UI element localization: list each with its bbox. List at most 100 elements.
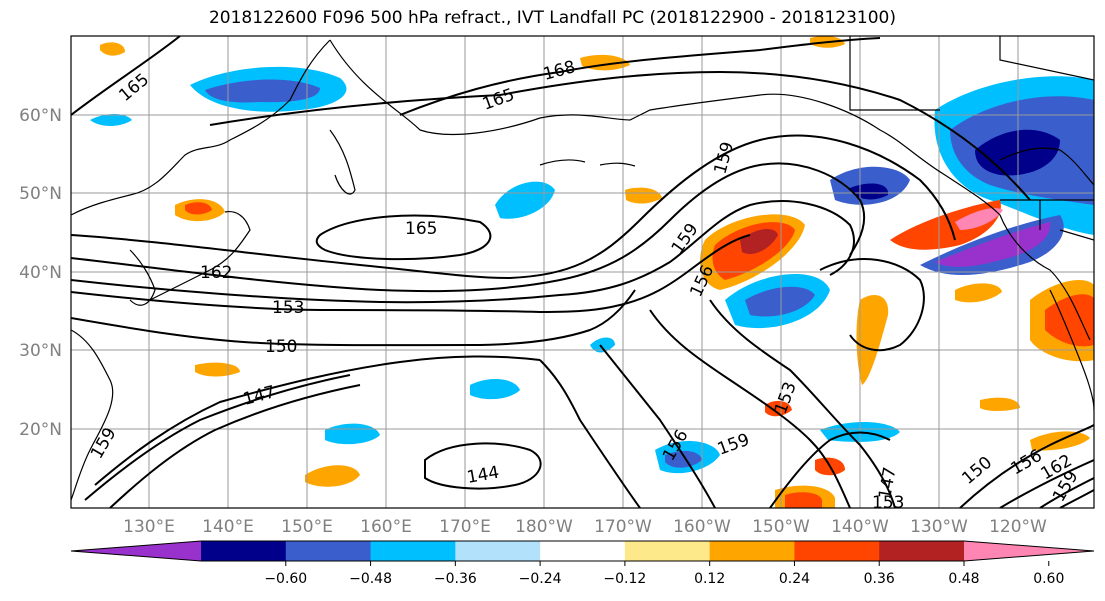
contour-s4 <box>709 299 896 508</box>
contour-label: 153 <box>872 493 904 513</box>
lat-label: 50°N <box>19 184 62 204</box>
contour-label: 168 <box>541 57 578 85</box>
contour-label: 147 <box>241 382 278 410</box>
shade-positive-south1 <box>305 465 360 487</box>
lat-tick-labels: 60°N 50°N 40°N 30°N 20°N <box>19 106 62 440</box>
colorbar-tick-label: 0.12 <box>694 571 725 587</box>
contour-lower1 <box>84 374 351 501</box>
contour-156 <box>71 200 855 304</box>
border-canada-us <box>1000 199 1094 241</box>
colorbar-segment <box>201 541 287 561</box>
contour-label: 159 <box>87 424 121 462</box>
shade-negative-center2 <box>470 378 520 400</box>
coast-japan <box>149 210 251 301</box>
contour-168 <box>399 37 881 116</box>
lat-label: 30°N <box>19 341 62 361</box>
shade-negative-mid-core <box>745 286 815 317</box>
coast-korea <box>129 249 156 306</box>
colorbar-tick-label: 0.60 <box>1033 571 1064 587</box>
contour-label: 144 <box>465 463 500 488</box>
colorbar-segment <box>624 541 711 561</box>
lon-label: 180°W <box>515 517 573 537</box>
colorbar-segment <box>455 541 541 561</box>
lon-tick-labels: 130°E 140°E 150°E 160°E 170°E 180°W 170°… <box>123 517 1047 537</box>
height-contours <box>71 36 1094 508</box>
lon-label: 150°W <box>752 517 810 537</box>
lon-label: 140°W <box>831 517 889 537</box>
lon-label: 170°E <box>439 517 491 537</box>
contour-150-east <box>959 424 1094 508</box>
shade-positive-socal-core <box>1045 294 1094 347</box>
contour-153-south <box>769 431 891 508</box>
shade-positive-japan-core <box>185 202 212 215</box>
colorbar-tick-label: −0.12 <box>603 571 646 587</box>
shade-negative-kuril <box>495 181 555 219</box>
colorbar: −0.60 −0.48 −0.36 −0.24 −0.12 0.12 0.24 0.36 0.4… <box>70 540 1095 587</box>
lon-label: 130°W <box>910 517 968 537</box>
contour-162 <box>71 134 956 280</box>
contour-s1 <box>539 359 641 508</box>
contour-label: 165 <box>480 85 517 115</box>
contour-147 <box>94 355 541 486</box>
colorbar-tick-label: 0.24 <box>779 571 810 587</box>
contour-159 <box>71 162 866 293</box>
coast-aleutians <box>539 159 636 167</box>
contour-label: 159 <box>711 140 739 177</box>
shade-negative-hawaii-n <box>590 337 615 353</box>
contour-153 <box>71 234 751 314</box>
coastlines <box>71 36 1094 501</box>
colorbar-extend-low <box>71 541 201 561</box>
lon-label: 160°W <box>673 517 731 537</box>
lon-label: 170°W <box>594 517 652 537</box>
shade-negative-california-core <box>935 222 1051 267</box>
contour-label: 150 <box>265 337 297 357</box>
contour-lower2 <box>109 384 361 508</box>
contour-156-east <box>999 459 1094 508</box>
contour-165-north <box>71 36 181 116</box>
colorbar-tick-label: −0.48 <box>349 571 392 587</box>
contour-150 <box>71 289 636 347</box>
contour-label: 162 <box>200 263 232 283</box>
shade-positive-coast <box>890 200 1001 250</box>
contour-label: 153 <box>771 379 801 416</box>
coast-greenland-edge <box>849 36 1094 111</box>
map-frame <box>70 35 1095 509</box>
shade-positive-mid-small <box>765 400 792 417</box>
colorbar-tick-label: 0.48 <box>948 571 979 587</box>
contour-s3 <box>649 309 851 508</box>
colorbar-segment <box>370 541 456 561</box>
lon-label: 120°W <box>989 517 1047 537</box>
lon-label: 150°E <box>281 517 333 537</box>
contour-159-east <box>1059 489 1094 508</box>
contour-162-east <box>1039 477 1094 508</box>
colorbar-segment <box>540 541 626 561</box>
lon-label: 140°E <box>202 517 254 537</box>
shade-positive-nw <box>100 42 125 56</box>
lat-label: 60°N <box>19 106 62 126</box>
coast-bc <box>999 147 1094 186</box>
contour-label: 153 <box>272 298 304 318</box>
colorbar-extend-high <box>964 541 1094 561</box>
coast-alaska <box>329 39 1091 341</box>
contour-s2 <box>599 344 716 508</box>
contour-165-mid <box>209 70 1031 201</box>
contour-label: 165 <box>405 219 437 239</box>
contour-label: 165 <box>115 70 153 106</box>
lon-label: 130°E <box>123 517 175 537</box>
coast-china <box>71 329 114 501</box>
shade-positive-hi <box>856 295 889 385</box>
contour-ne-loop <box>819 258 925 352</box>
shade-positive-sub1 <box>195 362 240 377</box>
coast-asia <box>71 39 331 216</box>
shade-negative-sw-core <box>665 450 702 468</box>
lat-label: 20°N <box>19 420 62 440</box>
grid-lines <box>71 36 1094 508</box>
colorbar-segment <box>285 541 372 561</box>
shading-layer <box>90 36 1094 508</box>
colorbar-outline <box>70 540 1095 562</box>
coast-us-west <box>1049 289 1094 411</box>
lon-label: 160°E <box>360 517 412 537</box>
shade-positive-hi2 <box>955 283 1002 303</box>
colorbar-tick-label: −0.60 <box>264 571 307 587</box>
